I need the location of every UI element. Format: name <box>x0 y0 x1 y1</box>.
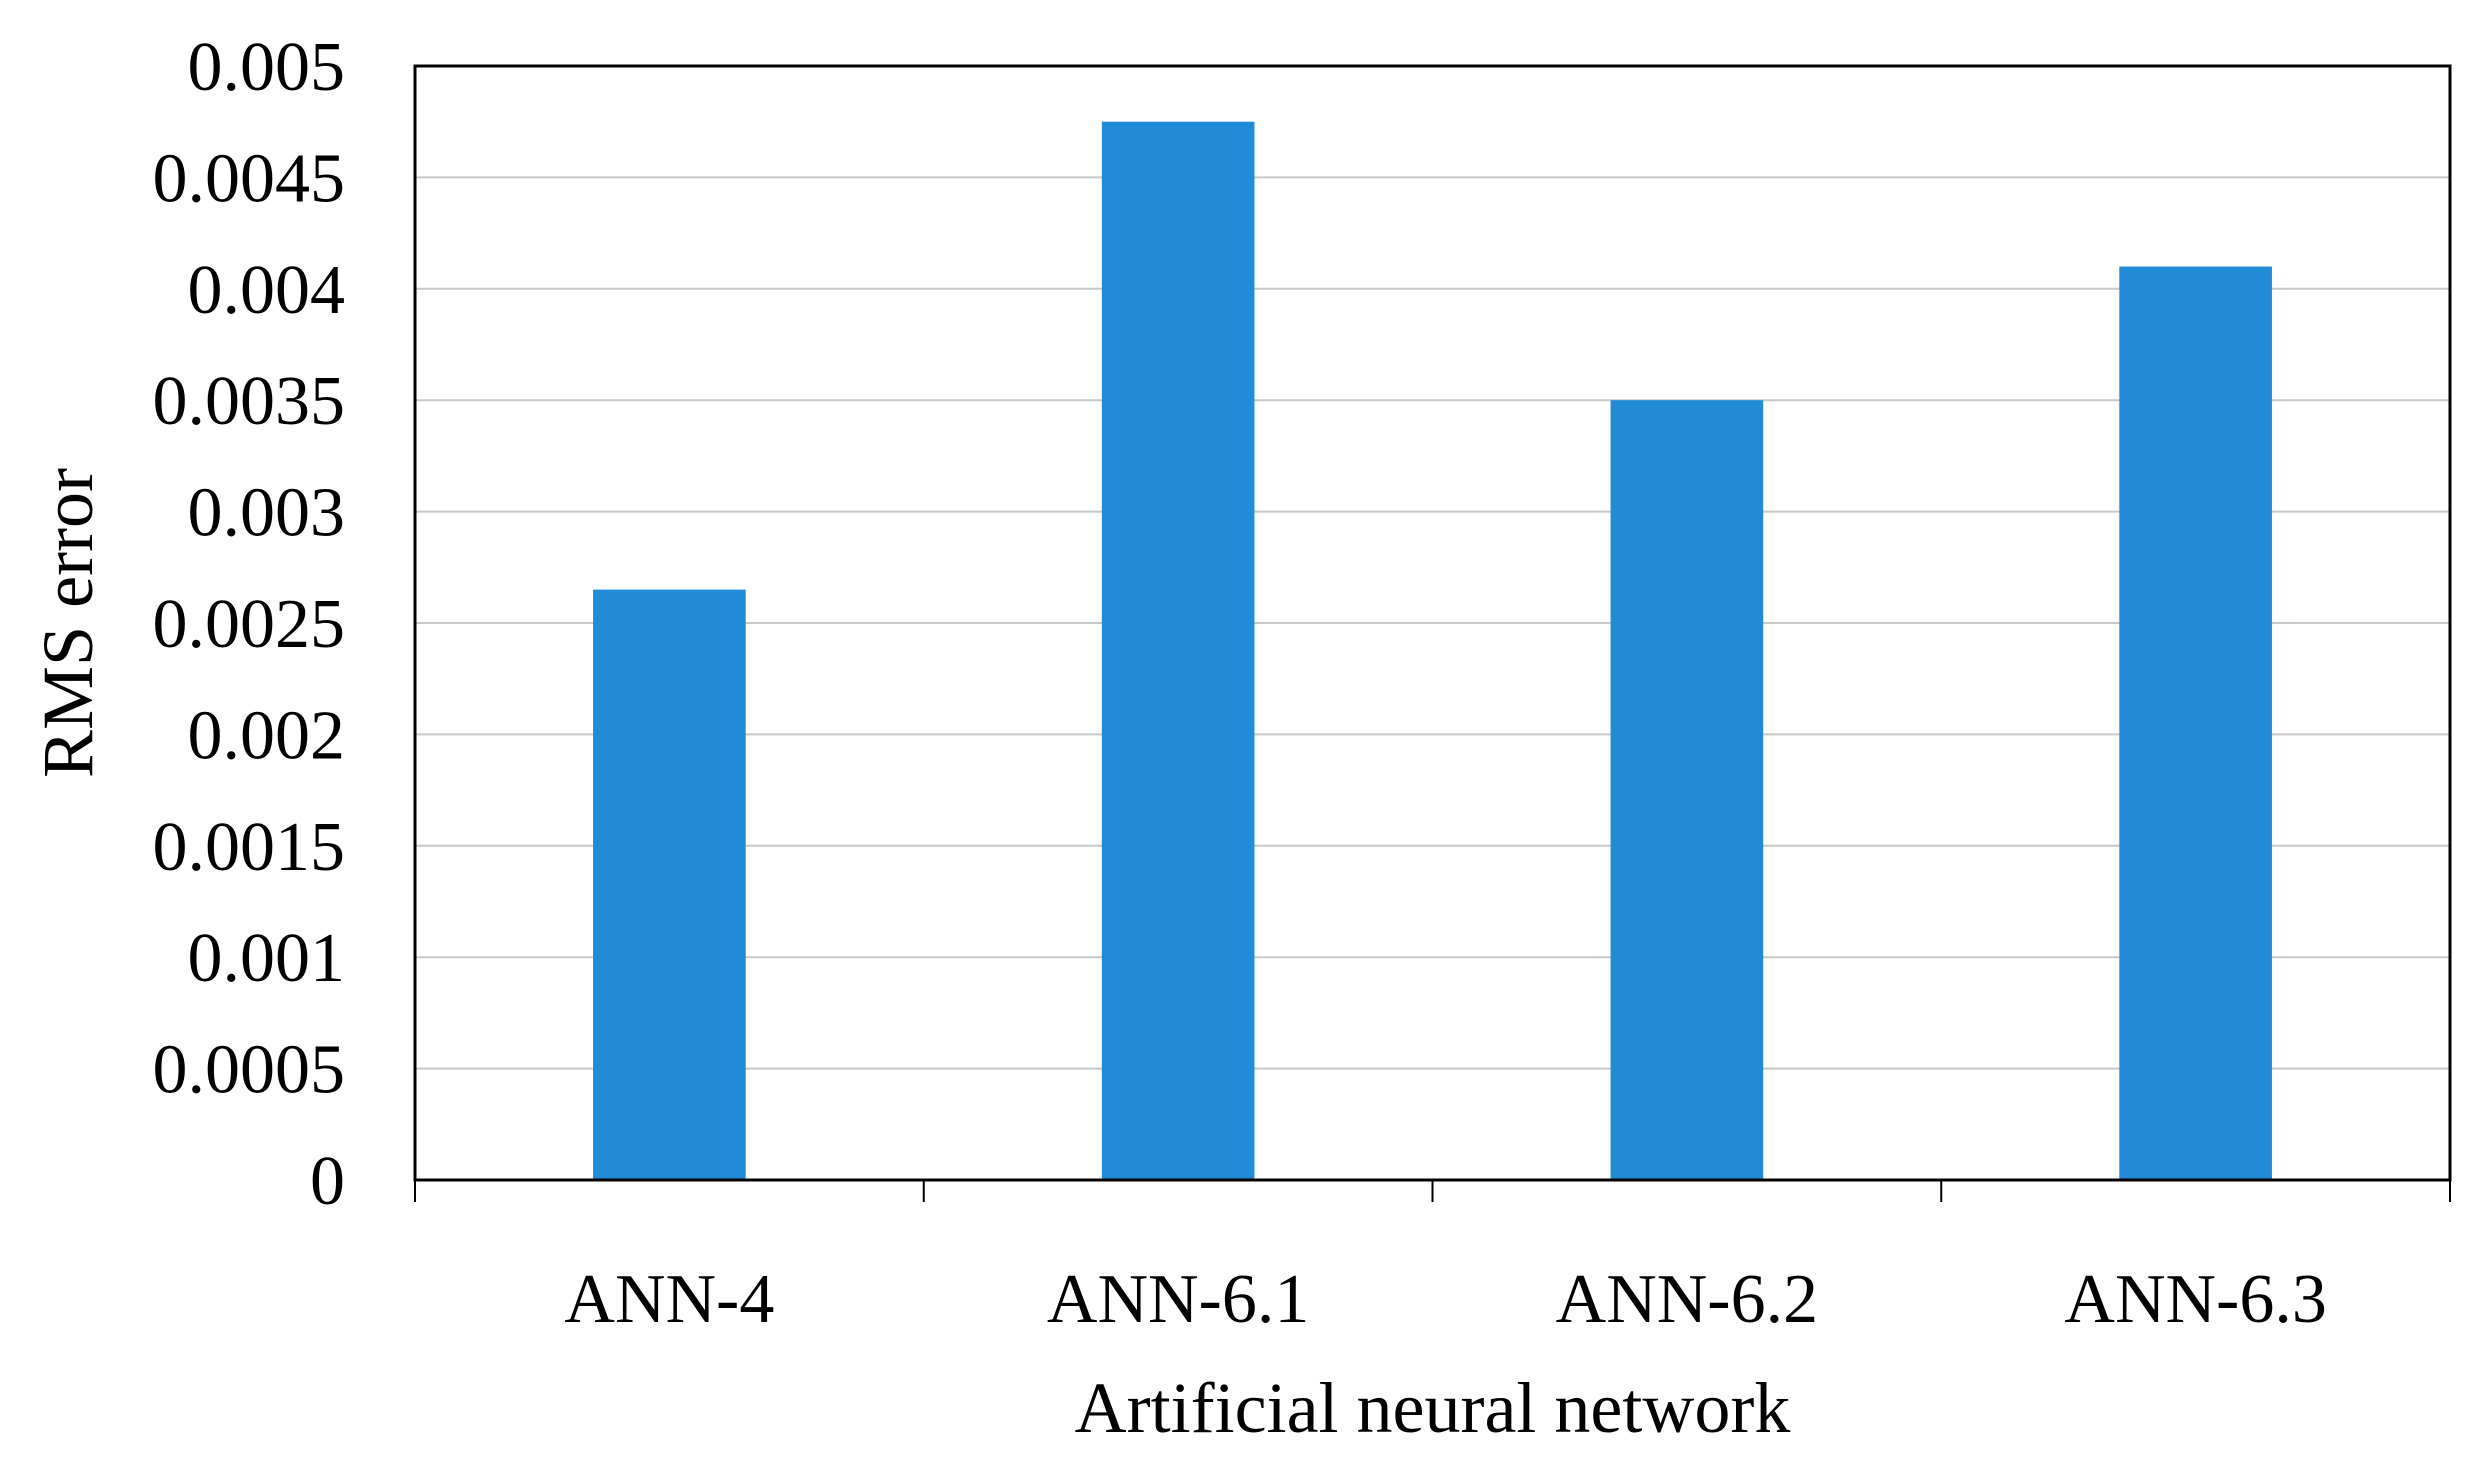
x-axis-ticks <box>414 1180 2451 1202</box>
x-axis-title: Artificial neural network <box>1075 1368 1791 1448</box>
gridlines <box>415 176 2450 1070</box>
y-tick-label: 0.0005 <box>153 1032 346 1109</box>
x-category-label: ANN-6.3 <box>2064 1261 2326 1338</box>
y-tick-label: 0.0015 <box>153 809 346 886</box>
y-tick-label: 0.002 <box>188 697 346 774</box>
y-axis-title: RMS error <box>28 468 108 778</box>
bar-ann-6-1 <box>1101 121 1255 1181</box>
x-category-label: ANN-4 <box>564 1261 774 1338</box>
bar-ann-6-2 <box>1610 400 1764 1180</box>
y-tick-label: 0.004 <box>188 252 346 329</box>
x-axis-category-labels: ANN-4 ANN-6.1 ANN-6.2 ANN-6.3 <box>564 1261 2326 1338</box>
bars <box>593 121 2272 1181</box>
y-tick-label: 0.0035 <box>153 363 346 440</box>
bar-ann-6-3 <box>2119 266 2272 1180</box>
y-tick-label: 0.001 <box>188 920 346 997</box>
y-axis-tick-labels: 0 0.0005 0.001 0.0015 0.002 0.0025 0.003 0.0035… <box>153 29 346 1220</box>
x-category-label: ANN-6.1 <box>1047 1261 1309 1338</box>
y-tick-label: 0.0025 <box>153 586 346 663</box>
x-category-label: ANN-6.2 <box>1556 1261 1818 1338</box>
y-tick-label: 0.005 <box>188 29 346 106</box>
y-tick-label: 0.003 <box>188 475 346 552</box>
y-tick-label: 0.0045 <box>153 140 346 217</box>
bar-ann-4 <box>593 589 746 1180</box>
y-tick-label: 0 <box>310 1143 345 1220</box>
